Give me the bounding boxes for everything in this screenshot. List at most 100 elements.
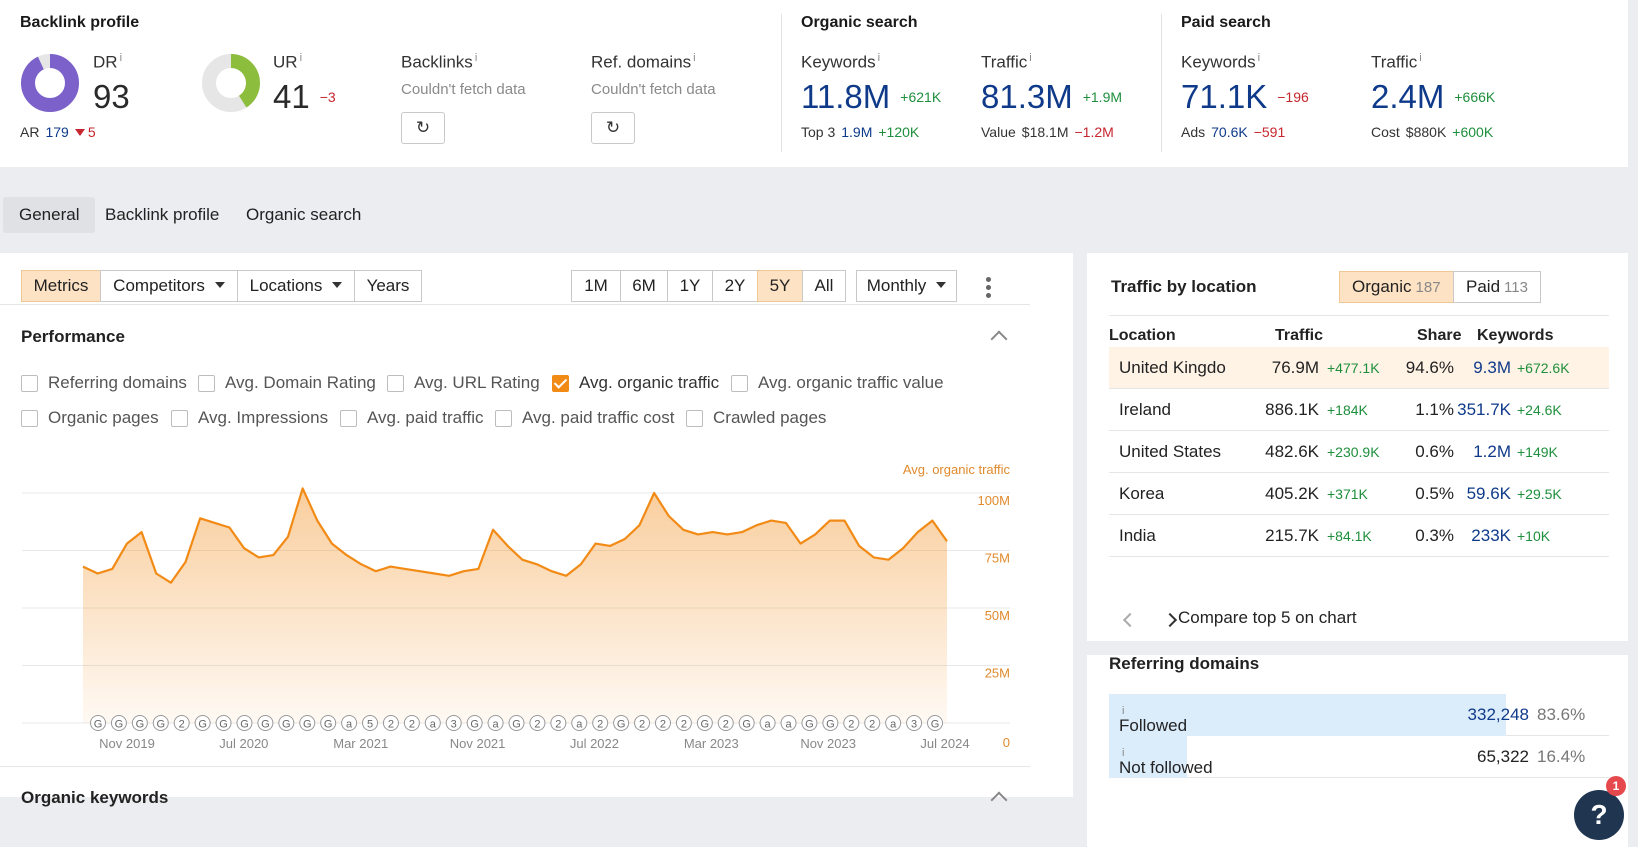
checkbox-referring-domains[interactable]: Referring domains — [21, 373, 187, 393]
more-options-icon[interactable] — [986, 277, 992, 301]
range-6m-button[interactable]: 6M — [620, 270, 668, 302]
checkbox-box[interactable] — [340, 409, 357, 427]
annotation-marker[interactable]: G — [90, 715, 106, 731]
location-row[interactable]: Ireland 886.1K +184K 1.1% 351.7K +24.6K — [1109, 389, 1609, 431]
checkbox-organic-pages[interactable]: Organic pages — [21, 408, 159, 428]
annotation-marker[interactable]: G — [110, 715, 127, 731]
annotation-marker[interactable]: G — [215, 715, 232, 731]
annotation-marker[interactable]: G — [152, 715, 169, 731]
col-traffic[interactable]: Traffic — [1275, 327, 1324, 344]
checkbox-box[interactable] — [198, 374, 215, 392]
location-traffic[interactable]: 405.2K — [1265, 484, 1319, 503]
annotation-marker[interactable]: 2 — [654, 715, 671, 731]
info-icon[interactable]: i — [1122, 705, 1125, 717]
location-row[interactable]: United States 482.6K +230.9K 0.6% 1.2M +149K — [1109, 431, 1609, 473]
annotation-marker[interactable]: 2 — [675, 715, 692, 731]
annotation-marker[interactable]: a — [341, 715, 358, 731]
col-location[interactable]: Location — [1109, 327, 1176, 344]
checkbox-avg-domain-rating[interactable]: Avg. Domain Rating — [198, 373, 376, 393]
info-icon[interactable]: i — [119, 52, 123, 64]
annotation-marker[interactable]: 2 — [843, 715, 860, 731]
referring-domains-value[interactable]: 332,248 — [1467, 705, 1529, 724]
dr-label[interactable]: DR i — [93, 52, 122, 73]
annotation-marker[interactable]: G — [466, 715, 483, 731]
annotation-marker[interactable]: G — [508, 715, 525, 731]
annotation-marker[interactable]: G — [278, 715, 295, 731]
checkbox-avg-paid-traffic-cost[interactable]: Avg. paid traffic cost — [495, 408, 674, 428]
tab-general[interactable]: General — [3, 197, 96, 233]
info-icon[interactable]: i — [1029, 52, 1032, 64]
checkbox-box[interactable] — [552, 374, 569, 392]
range-all-button[interactable]: All — [802, 270, 846, 302]
tab-backlink-profile[interactable]: Backlink profile — [105, 205, 220, 224]
info-icon[interactable]: i — [693, 52, 696, 64]
ads-value[interactable]: 70.6K — [1211, 124, 1248, 140]
paid-keywords-label[interactable]: Keywords i — [1181, 52, 1260, 73]
annotation-marker[interactable]: 2 — [864, 715, 881, 731]
location-traffic[interactable]: 886.1K — [1265, 400, 1319, 419]
paid-traffic-label[interactable]: Traffic i — [1371, 52, 1422, 73]
annotation-marker[interactable]: 2 — [382, 715, 399, 731]
organic-keywords-label[interactable]: Keywords i — [801, 52, 880, 73]
annotation-marker[interactable]: 2 — [529, 715, 546, 731]
ar-value[interactable]: 179 — [45, 124, 69, 140]
view-competitors-dropdown[interactable]: Competitors — [100, 270, 238, 302]
annotation-marker[interactable]: a — [885, 715, 902, 731]
annotation-marker[interactable]: G — [822, 715, 839, 731]
referring-domains-row[interactable]: Not followed i 65,322 16.4% — [1109, 736, 1609, 778]
checkbox-box[interactable] — [21, 409, 38, 427]
range-1m-button[interactable]: 1M — [571, 270, 621, 302]
annotation-marker[interactable]: 2 — [634, 715, 651, 731]
info-icon[interactable]: i — [1257, 52, 1261, 64]
info-icon[interactable]: i — [877, 52, 881, 64]
annotation-marker[interactable]: 2 — [550, 715, 567, 731]
location-row[interactable]: India 215.7K +84.1K 0.3% 233K +10K — [1109, 515, 1609, 557]
annotation-marker[interactable]: G — [613, 715, 630, 731]
range-2y-button[interactable]: 2Y — [712, 270, 758, 302]
annotation-marker[interactable]: 3 — [445, 715, 462, 731]
tab-organic-search[interactable]: Organic search — [246, 205, 362, 224]
annotation-marker[interactable]: G — [927, 715, 943, 731]
annotation-marker[interactable]: 3 — [906, 715, 923, 731]
checkbox-box[interactable] — [387, 374, 404, 392]
annotation-marker[interactable]: G — [696, 715, 713, 731]
info-icon[interactable]: i — [1419, 52, 1422, 64]
location-keywords[interactable]: 233K — [1471, 526, 1511, 545]
organic-traffic-value[interactable]: 81.3M +1.9M — [981, 78, 1122, 116]
annotation-marker[interactable]: 2 — [592, 715, 609, 731]
checkbox-avg-url-rating[interactable]: Avg. URL Rating — [387, 373, 540, 393]
checkbox-avg-organic-traffic-value[interactable]: Avg. organic traffic value — [731, 373, 944, 393]
location-row[interactable]: United Kingdoı 76.9M +477.1K 94.6% 9.3M +672.… — [1109, 347, 1609, 389]
annotation-marker[interactable]: G — [299, 715, 316, 731]
location-keywords[interactable]: 9.3M — [1473, 358, 1511, 377]
chevron-right-icon[interactable] — [1162, 612, 1178, 628]
collapse-icon[interactable] — [990, 330, 1008, 348]
checkbox-crawled-pages[interactable]: Crawled pages — [686, 408, 826, 428]
collapse-icon[interactable] — [990, 791, 1008, 809]
backlinks-label[interactable]: Backlinks i — [401, 52, 477, 73]
checkbox-box[interactable] — [21, 374, 38, 392]
organic-keywords-value[interactable]: 11.8M +621K — [801, 78, 941, 116]
annotation-marker[interactable]: G — [320, 715, 337, 731]
checkbox-box[interactable] — [686, 409, 703, 427]
view-years-button[interactable]: Years — [354, 270, 422, 302]
info-icon[interactable]: i — [474, 52, 478, 64]
location-keywords[interactable]: 59.6K — [1466, 484, 1511, 503]
info-icon[interactable]: i — [1122, 747, 1125, 759]
annotation-marker[interactable]: 2 — [403, 715, 420, 731]
view-metrics-button[interactable]: Metrics — [21, 270, 101, 302]
annotation-marker[interactable]: 2 — [717, 715, 734, 731]
annotation-marker[interactable]: G — [236, 715, 253, 731]
granularity-dropdown[interactable]: Monthly — [856, 270, 957, 302]
paid-traffic-value[interactable]: 2.4M +666K — [1371, 78, 1495, 116]
top3-value[interactable]: 1.9M — [841, 124, 873, 140]
ref-domains-refresh-button[interactable]: ↻ — [591, 112, 635, 144]
checkbox-box[interactable] — [495, 409, 512, 427]
annotation-marker[interactable]: a — [780, 715, 797, 731]
organic-traffic-label[interactable]: Traffic i — [981, 52, 1032, 73]
backlinks-refresh-button[interactable]: ↻ — [401, 112, 445, 144]
col-keywords[interactable]: Keywords — [1477, 327, 1554, 344]
annotation-marker[interactable]: G — [257, 715, 274, 731]
checkbox-avg-organic-traffic[interactable]: Avg. organic traffic — [552, 373, 719, 393]
